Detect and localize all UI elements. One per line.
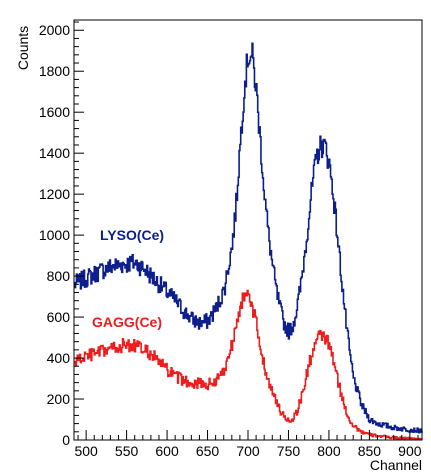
y-tick-label: 200 [47, 391, 71, 407]
x-tick-label: 500 [74, 443, 98, 459]
y-tick-label: 2000 [39, 22, 70, 38]
axes: 0 200 400 600 800 1000 1200 1400 1600 1800 2000 500… [39, 19, 423, 459]
x-tick-label: 850 [358, 443, 382, 459]
y-tick-label: 400 [47, 350, 71, 366]
y-tick-label: 1600 [39, 104, 70, 120]
series-line-gagg [74, 289, 423, 441]
series-line-lyso [74, 42, 423, 434]
x-tick-label: 600 [155, 443, 179, 459]
y-axis-title: Counts [15, 26, 31, 70]
y-tick-label: 1000 [39, 227, 70, 243]
y-tick-label: 1800 [39, 63, 70, 79]
x-tick-label: 800 [317, 443, 341, 459]
plot-area [74, 42, 423, 441]
x-tick-label: 750 [277, 443, 301, 459]
y-tick-label: 1400 [39, 145, 70, 161]
y-tick-label: 0 [62, 432, 70, 448]
y-tick-label: 600 [47, 309, 71, 325]
series-label-lyso: LYSO(Ce) [100, 227, 164, 243]
x-tick-label: 650 [196, 443, 220, 459]
x-tick-label: 900 [398, 443, 422, 459]
y-tick-label: 1200 [39, 186, 70, 202]
x-tick-label: 550 [115, 443, 139, 459]
y-tick-label: 800 [47, 268, 71, 284]
x-axis-title: Channel [370, 457, 422, 473]
series-label-gagg: GAGG(Ce) [92, 314, 162, 330]
x-tick-label: 700 [236, 443, 260, 459]
